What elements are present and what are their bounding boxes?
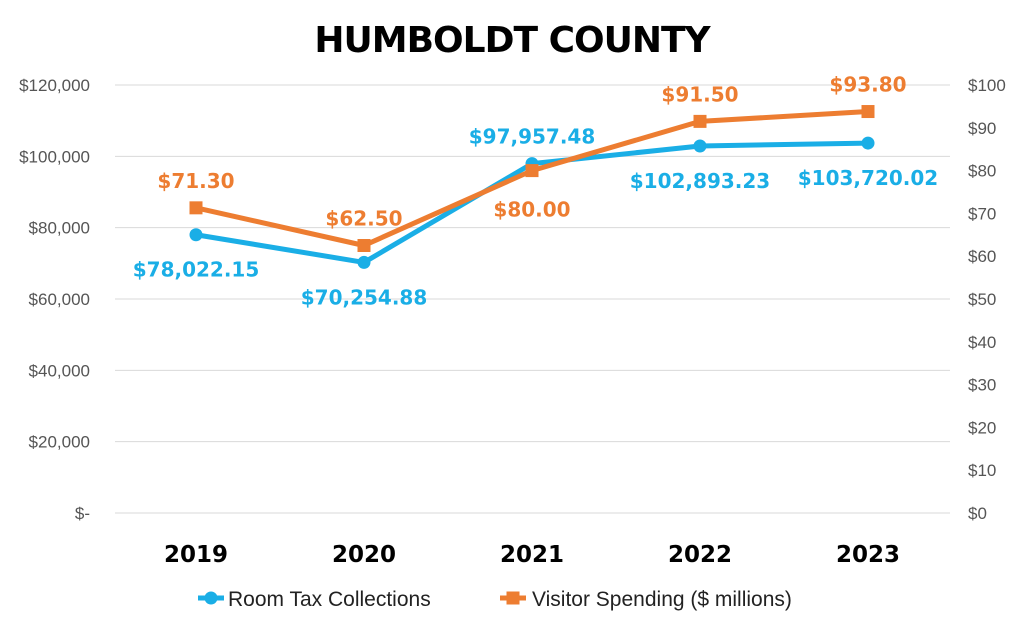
right-y-tick-label: $0	[968, 504, 987, 523]
x-tick-label: 2022	[668, 542, 732, 568]
data-label: $62.50	[325, 207, 402, 231]
x-tick-label: 2021	[500, 542, 564, 568]
right-y-tick-label: $30	[968, 376, 996, 395]
chart-title: HUMBOLDT COUNTY	[314, 20, 711, 61]
data-label: $78,022.15	[133, 258, 260, 282]
data-label: $71.30	[157, 169, 234, 193]
legend-marker	[506, 591, 520, 605]
data-point	[189, 228, 203, 242]
legend-item[interactable]: Room Tax Collections	[198, 588, 431, 611]
left-y-tick-label: $-	[75, 504, 90, 523]
data-label: $97,957.48	[469, 125, 596, 149]
right-y-axis: $0 $10 $20 $30 $40 $50 $60 $70 $80 $90 $100	[968, 76, 1006, 523]
data-point	[861, 136, 875, 150]
right-y-tick-label: $90	[968, 119, 996, 138]
data-label: $93.80	[829, 73, 906, 97]
data-point	[525, 164, 539, 178]
left-y-tick-label: $20,000	[29, 433, 90, 452]
data-label: $70,254.88	[301, 285, 428, 309]
series-group	[189, 105, 875, 269]
legend[interactable]: Room Tax Collections Visitor Spending ($ …	[198, 588, 792, 611]
legend-item[interactable]: Visitor Spending ($ millions)	[500, 588, 792, 611]
left-y-tick-label: $60,000	[29, 290, 90, 309]
data-point	[357, 239, 371, 252]
x-axis: 2019 2020 2021 2022 2023	[164, 542, 900, 568]
data-label: $80.00	[493, 198, 570, 222]
right-y-tick-label: $70	[968, 204, 996, 223]
data-labels: $78,022.15 $70,254.88 $97,957.48 $102,893.2…	[133, 73, 938, 310]
legend-label: Visitor Spending ($ millions)	[532, 588, 792, 611]
legend-label: Room Tax Collections	[228, 588, 431, 611]
data-label: $103,720.02	[798, 166, 938, 190]
right-y-tick-label: $50	[968, 290, 996, 309]
right-y-tick-label: $40	[968, 333, 996, 352]
right-y-tick-label: $60	[968, 247, 996, 266]
x-tick-label: 2020	[332, 542, 396, 568]
left-y-tick-label: $40,000	[29, 361, 90, 380]
data-point	[357, 255, 371, 269]
right-y-tick-label: $20	[968, 418, 996, 437]
right-y-tick-label: $80	[968, 162, 996, 181]
gridlines	[115, 84, 950, 514]
legend-marker	[204, 591, 218, 605]
x-tick-label: 2023	[836, 542, 900, 568]
data-label: $91.50	[661, 82, 738, 106]
left-y-tick-label: $120,000	[19, 76, 90, 95]
left-y-tick-label: $100,000	[19, 147, 90, 166]
data-label: $102,893.23	[630, 169, 770, 193]
data-point	[693, 139, 707, 153]
data-point	[693, 114, 707, 128]
x-tick-label: 2019	[164, 542, 228, 568]
left-y-axis: $- $20,000 $40,000 $60,000 $80,000 $100,000 $1…	[19, 76, 90, 523]
right-y-tick-label: $10	[968, 461, 996, 480]
right-y-tick-label: $100	[968, 76, 1006, 95]
data-point	[189, 201, 203, 215]
left-y-tick-label: $80,000	[29, 219, 90, 238]
data-point	[861, 105, 875, 119]
